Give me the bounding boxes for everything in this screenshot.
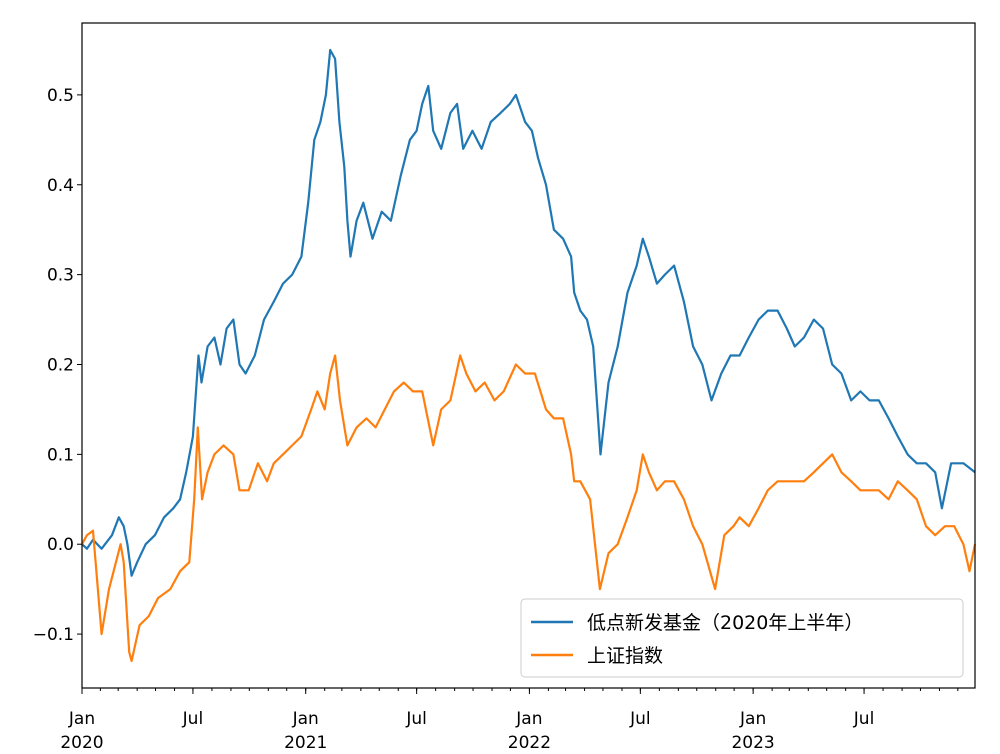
legend-label-1: 低点新发基金（2020年上半年） (587, 612, 863, 634)
series-line-2 (81, 354, 977, 663)
x-tick-label: Jan (739, 709, 766, 729)
y-tick-label: 0.2 (47, 355, 74, 375)
x-tick-label: Jul (182, 709, 204, 729)
x-tick-label: Jan (292, 709, 319, 729)
y-tick-label: 0.3 (47, 266, 74, 286)
x-tick-year-label: 2020 (60, 733, 103, 753)
legend: 低点新发基金（2020年上半年） 上证指数 (520, 598, 964, 678)
x-tick-label: Jul (629, 709, 651, 729)
y-tick-label: 0.5 (47, 86, 74, 106)
y-tick-label: 0.0 (47, 535, 74, 555)
series-line-1 (81, 48, 976, 577)
x-tick-label: Jul (853, 709, 875, 729)
x-tick-label: Jan (68, 709, 95, 729)
x-tick-label: Jan (515, 709, 542, 729)
axis-ticks: −0.1 0.0 0.1 0.2 0.3 0.4 0.5 Jan 2020 Jul Jan 2021 J… (33, 86, 959, 753)
x-tick-year-label: 2022 (508, 733, 551, 753)
legend-box (520, 598, 964, 678)
legend-label-2: 上证指数 (587, 645, 663, 667)
x-tick-year-label: 2023 (731, 733, 774, 753)
plot-frame (81, 22, 976, 689)
y-tick-label: −0.1 (33, 625, 74, 645)
x-tick-year-label: 2021 (284, 733, 327, 753)
x-tick-label: Jul (405, 709, 427, 729)
y-tick-label: 0.1 (47, 445, 74, 465)
series-lines (81, 48, 977, 663)
y-tick-label: 0.4 (47, 176, 74, 196)
